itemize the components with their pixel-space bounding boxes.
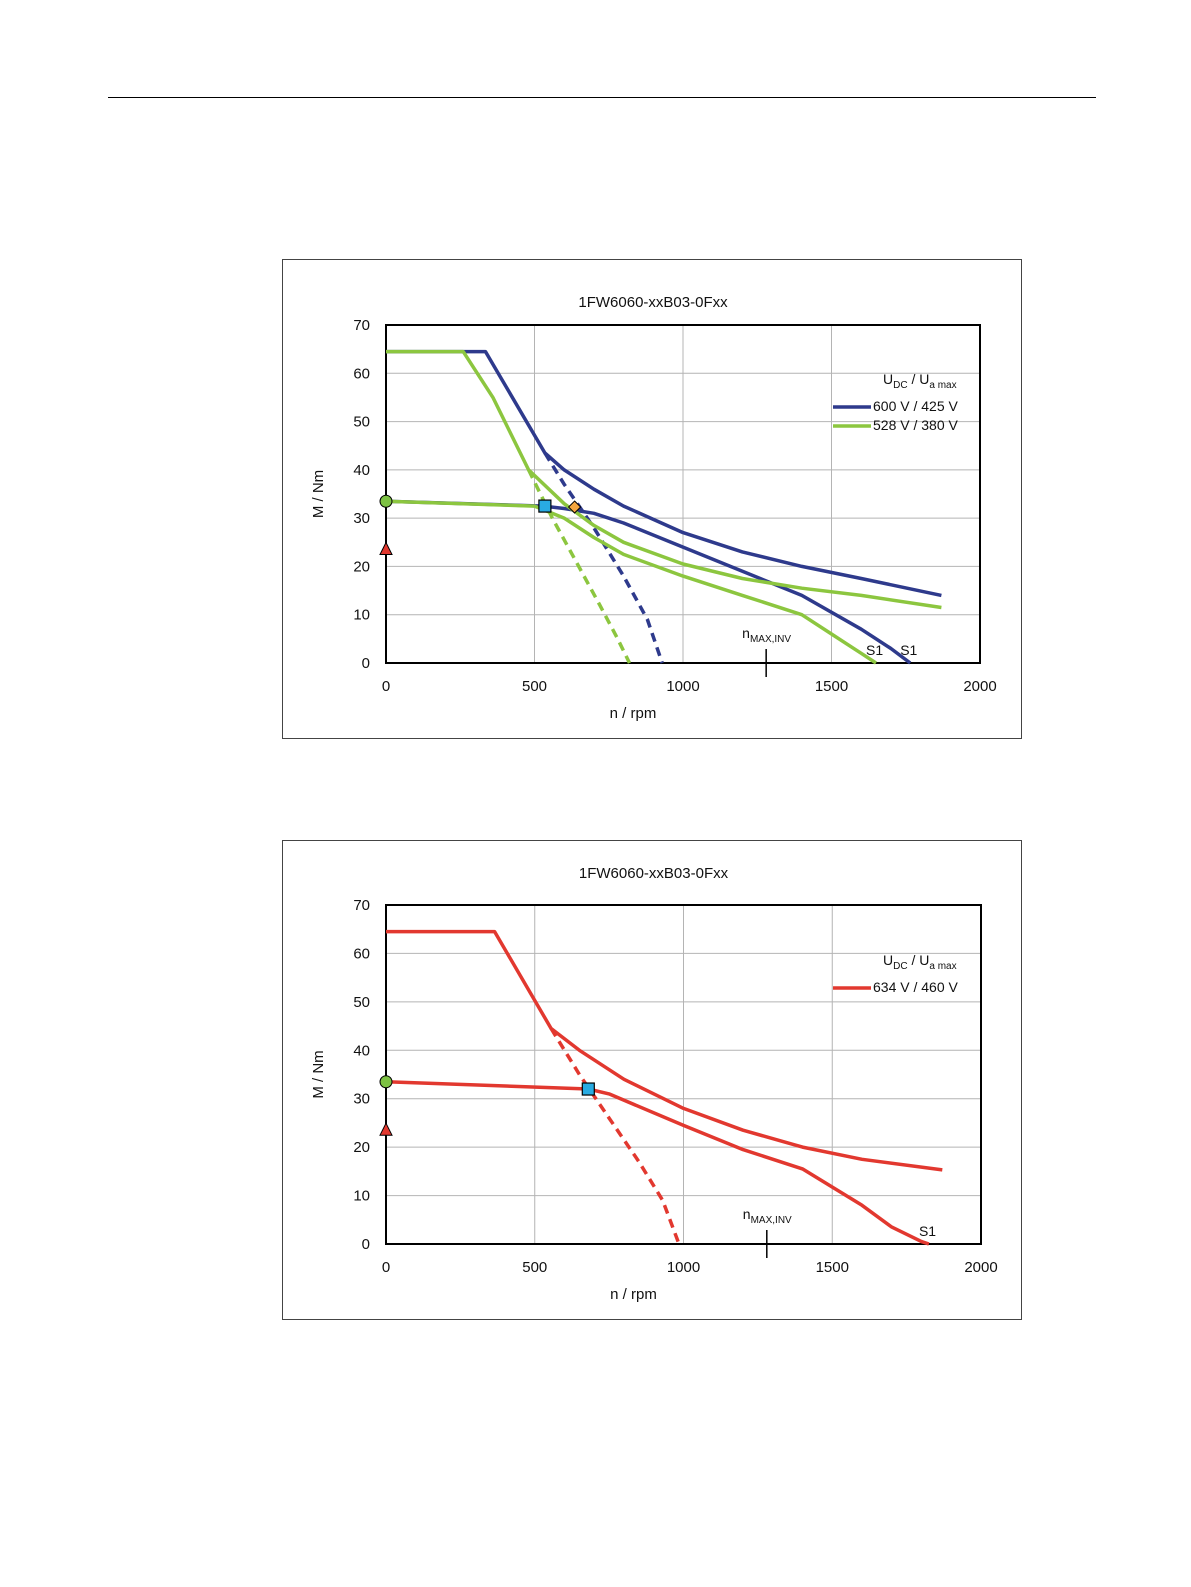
chart-frame-voltage-comparison: 0 500 1000 1500 2000 0 10 20 30 40 50 60 70 1FW6060-x… xyxy=(282,259,1022,739)
chart-svg-1: 0 500 1000 1500 2000 0 10 20 30 40 50 60 70 1FW6060-x… xyxy=(310,294,997,722)
marker-square xyxy=(538,499,552,513)
x-tick-label: 1000 xyxy=(667,1259,700,1276)
legend-title: UDC / Ua max xyxy=(883,952,957,972)
y-tick-label: 30 xyxy=(353,1091,370,1108)
x-tick-label: 0 xyxy=(382,1259,390,1276)
plot-area xyxy=(385,904,982,1245)
y-tick-label: 50 xyxy=(353,994,370,1011)
y-tick-label: 20 xyxy=(353,558,370,575)
plot-area xyxy=(385,324,981,664)
y-tick-label: 20 xyxy=(353,1139,370,1156)
series-line-red-peak xyxy=(386,929,943,1172)
s1-end-label: S1 xyxy=(866,642,883,658)
y-tick-label: 60 xyxy=(353,945,370,962)
top-rule xyxy=(108,97,1096,98)
x-axis-label: n / rpm xyxy=(610,1286,657,1303)
y-tick-label: 70 xyxy=(353,317,370,334)
y-tick-label: 50 xyxy=(353,414,370,431)
x-tick-label: 500 xyxy=(522,1259,547,1276)
x-tick-label: 2000 xyxy=(964,1259,997,1276)
y-tick-label: 0 xyxy=(362,655,370,672)
marker-triangle xyxy=(379,1122,393,1136)
marker-circle xyxy=(379,1075,393,1089)
series-line-green-S1 xyxy=(385,499,877,665)
series-line-blue-peak xyxy=(386,349,942,598)
marker-diamond xyxy=(567,500,582,514)
y-tick-label: 10 xyxy=(353,607,370,624)
x-axis-label: n / rpm xyxy=(610,705,657,722)
marker-square xyxy=(581,1082,595,1096)
series-line-green-peak xyxy=(386,349,942,610)
y-axis-label: M / Nm xyxy=(310,1050,327,1098)
x-tick-label: 1500 xyxy=(816,1259,849,1276)
chart-title: 1FW6060-xxB03-0Fxx xyxy=(578,294,728,311)
y-tick-label: 30 xyxy=(353,510,370,527)
y-tick-label: 40 xyxy=(353,1042,370,1059)
chart-frame-high-voltage: 0 500 1000 1500 2000 0 10 20 30 40 50 60 70 1FW6060-x… xyxy=(282,840,1022,1320)
legend-label-blue: 600 V / 425 V xyxy=(873,398,959,414)
series-line-green-extension xyxy=(527,469,632,664)
x-tick-label: 500 xyxy=(522,678,547,695)
marker-triangle xyxy=(379,541,393,556)
y-tick-label: 70 xyxy=(353,897,370,914)
s1-end-label: S1 xyxy=(919,1223,936,1239)
x-tick-label: 0 xyxy=(382,678,390,695)
series-line-red-extension xyxy=(549,1027,681,1245)
chart-title: 1FW6060-xxB03-0Fxx xyxy=(579,865,729,882)
y-tick-label: 60 xyxy=(353,365,370,382)
x-tick-label: 1500 xyxy=(815,678,848,695)
x-tick-label: 2000 xyxy=(963,678,996,695)
y-tick-label: 40 xyxy=(353,462,370,479)
legend-label-green: 528 V / 380 V xyxy=(873,417,959,433)
s1-end-label: S1 xyxy=(900,642,917,658)
y-tick-label: 0 xyxy=(362,1236,370,1253)
series-line-blue-extension xyxy=(543,452,664,664)
series-line-red-S1 xyxy=(385,1080,930,1246)
chart-svg-2: 0 500 1000 1500 2000 0 10 20 30 40 50 60 70 1FW6060-x… xyxy=(310,865,998,1303)
n-max-inv-label: nMAX,INV xyxy=(742,625,791,645)
x-tick-label: 1000 xyxy=(666,678,699,695)
legend-label-red: 634 V / 460 V xyxy=(873,979,959,995)
marker-circle xyxy=(379,494,393,508)
legend-title: UDC / Ua max xyxy=(883,371,957,391)
y-tick-label: 10 xyxy=(353,1188,370,1205)
y-axis-label: M / Nm xyxy=(310,470,327,518)
series-line-blue-S1 xyxy=(385,499,912,665)
n-max-inv-label: nMAX,INV xyxy=(743,1206,792,1226)
